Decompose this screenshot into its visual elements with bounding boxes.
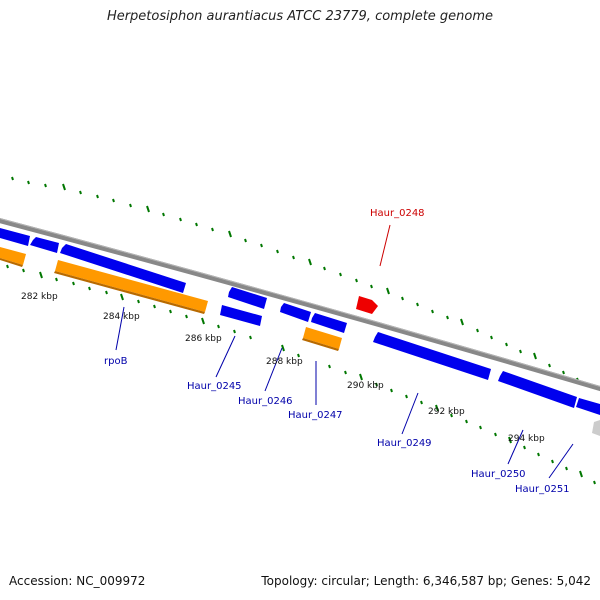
gene-arrow [311, 313, 347, 333]
kbp-label: 286 kbp [185, 334, 222, 344]
gene-arrow-highlight [356, 296, 378, 314]
gene-arrow [498, 371, 577, 408]
gene-arrow [576, 398, 600, 415]
accession-text: Accession: NC_009972 [9, 574, 146, 588]
gene-label-rpob: rpoB [104, 356, 128, 367]
gene-label-haur-0251: Haur_0251 [515, 484, 570, 495]
gene-arrow-other [592, 420, 600, 436]
gene-label-haur-0248: Haur_0248 [370, 208, 425, 219]
gene-arrow [60, 244, 186, 293]
kbp-label: 292 kbp [428, 407, 465, 417]
gene-label-haur-0246: Haur_0246 [238, 396, 293, 407]
gene-label-haur-0249: Haur_0249 [377, 438, 432, 449]
kbp-label: 284 kbp [103, 312, 140, 322]
gene-arrow [228, 287, 267, 309]
topology-text: Topology: circular; Length: 6,346,587 bp… [261, 574, 591, 588]
map-title: Herpetosiphon aurantiacus ATCC 23779, co… [106, 9, 494, 24]
kbp-label: 290 kbp [347, 381, 384, 391]
kbp-label: 288 kbp [266, 357, 303, 367]
backbone-arc [0, 218, 600, 392]
gene-arrow [373, 332, 491, 380]
gene-label-haur-0250: Haur_0250 [471, 469, 526, 480]
gene-arrow [0, 228, 30, 246]
inner-tick-row [6, 264, 596, 485]
kbp-label: 282 kbp [21, 292, 58, 302]
gene-arrow [280, 303, 311, 322]
gene-label-haur-0247: Haur_0247 [288, 410, 343, 421]
kbp-label: 294 kbp [508, 434, 545, 444]
gene-arrow [220, 305, 262, 326]
gene-track [0, 228, 600, 436]
label-leader-lines [115, 224, 574, 479]
gene-label-haur-0245: Haur_0245 [187, 381, 242, 392]
gene-arrow [30, 237, 59, 253]
rna-track [0, 247, 342, 351]
